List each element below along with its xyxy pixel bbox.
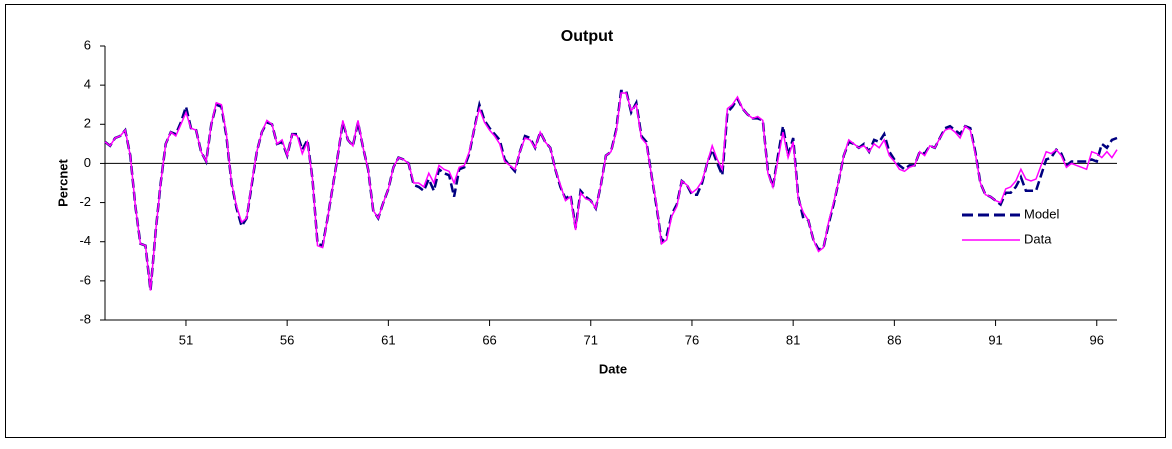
x-tick-label: 91: [988, 332, 1002, 347]
series-line: [104, 92, 1118, 291]
y-tick-label: -6: [79, 272, 91, 287]
x-tick-label: 81: [786, 332, 800, 347]
x-tick-label: 86: [887, 332, 901, 347]
y-tick-label: 2: [84, 116, 91, 131]
y-tick-label: -8: [79, 311, 91, 326]
legend-label: Data: [1024, 231, 1052, 246]
legend-label: Model: [1024, 206, 1060, 221]
x-tick-label: 66: [482, 332, 496, 347]
y-tick-label: 4: [84, 77, 91, 92]
y-tick-label: -4: [79, 233, 91, 248]
y-axis-label: Percnet: [55, 158, 70, 206]
x-tick-label: 56: [280, 332, 294, 347]
x-axis-label: Date: [599, 361, 627, 376]
x-tick-label: 71: [584, 332, 598, 347]
y-tick-label: -2: [79, 194, 91, 209]
chart-title: Output: [561, 28, 614, 45]
y-tick-label: 0: [84, 155, 91, 170]
y-tick-label: 6: [84, 37, 91, 52]
x-tick-label: 61: [381, 332, 395, 347]
chart-frame: [5, 4, 1166, 438]
x-tick-label: 96: [1090, 332, 1104, 347]
x-tick-label: 76: [685, 332, 699, 347]
x-tick-label: 51: [179, 332, 193, 347]
